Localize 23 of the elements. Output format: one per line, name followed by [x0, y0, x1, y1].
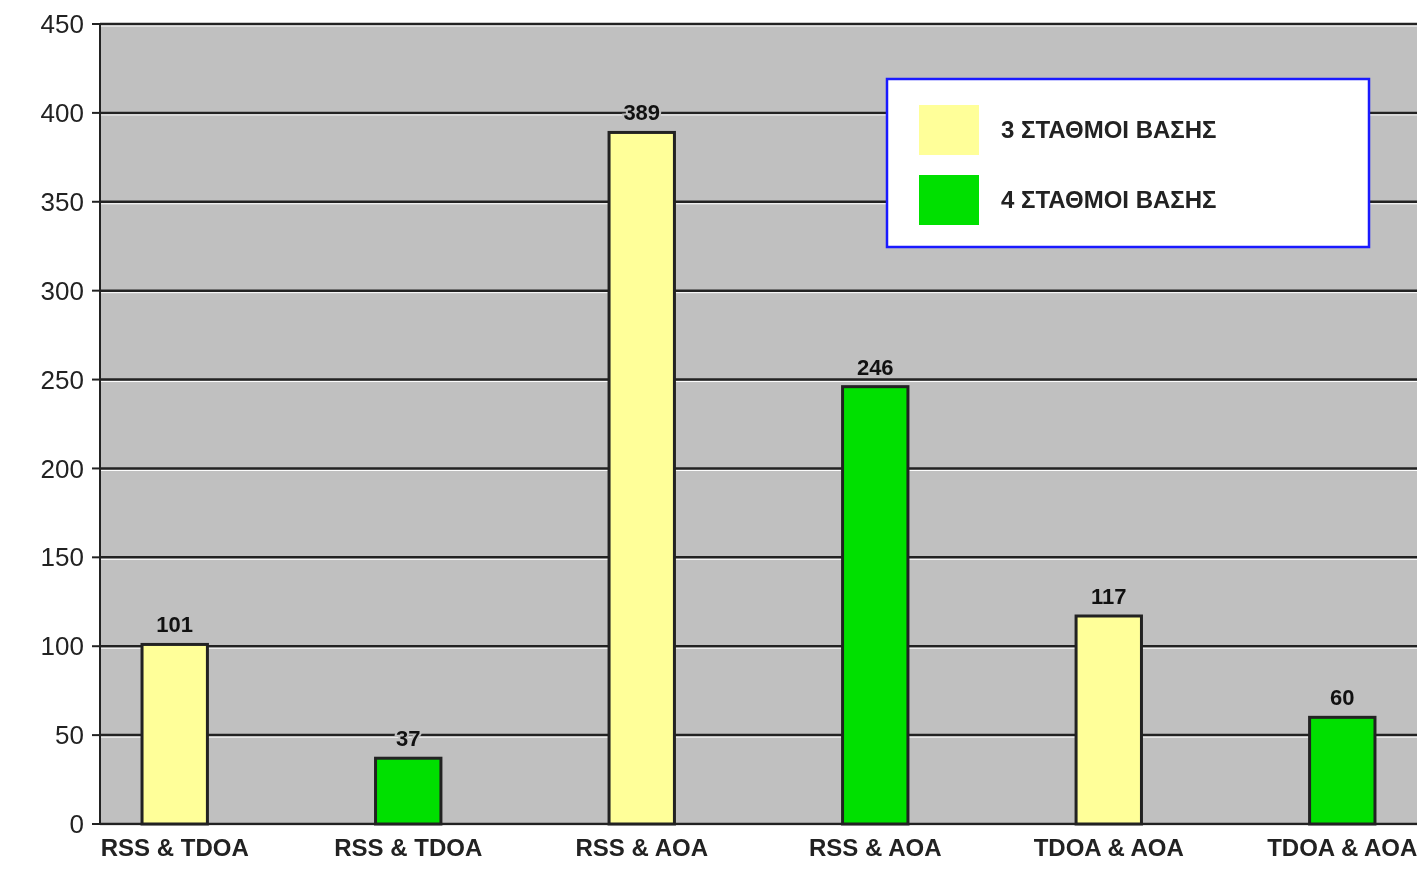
data-label: 246 [856, 354, 894, 380]
data-label: 60 [1330, 685, 1355, 711]
y-tick-label: 400 [40, 97, 84, 128]
x-tick-label: TDOA & AOA [1267, 834, 1418, 861]
y-tick-label: 50 [55, 720, 84, 751]
x-tick-label: RSS & AOA [575, 834, 708, 861]
legend-label: 4 ΣΤΑΘΜΟΙ ΒΑΣΗΣ [1001, 186, 1217, 214]
y-tick-label: 150 [40, 542, 84, 573]
legend-label: 3 ΣΤΑΘΜΟΙ ΒΑΣΗΣ [1001, 116, 1217, 144]
y-tick-label: 250 [40, 364, 84, 395]
y-tick-label: 300 [40, 275, 84, 306]
y-tick-label: 100 [40, 631, 84, 662]
y-tick-label: 0 [69, 809, 84, 840]
bar [374, 756, 443, 826]
data-label: 101 [156, 612, 194, 638]
y-tick-label: 450 [40, 9, 84, 40]
x-tick-label: RSS & TDOA [334, 834, 483, 861]
x-tick-label: TDOA & AOA [1033, 834, 1184, 861]
y-tick-label: 200 [40, 453, 84, 484]
y-tick-label: 350 [40, 186, 84, 217]
data-label: 117 [1091, 584, 1127, 609]
x-tick-label: RSS & TDOA [100, 834, 249, 861]
x-tick-label: RSS & AOA [809, 834, 942, 861]
